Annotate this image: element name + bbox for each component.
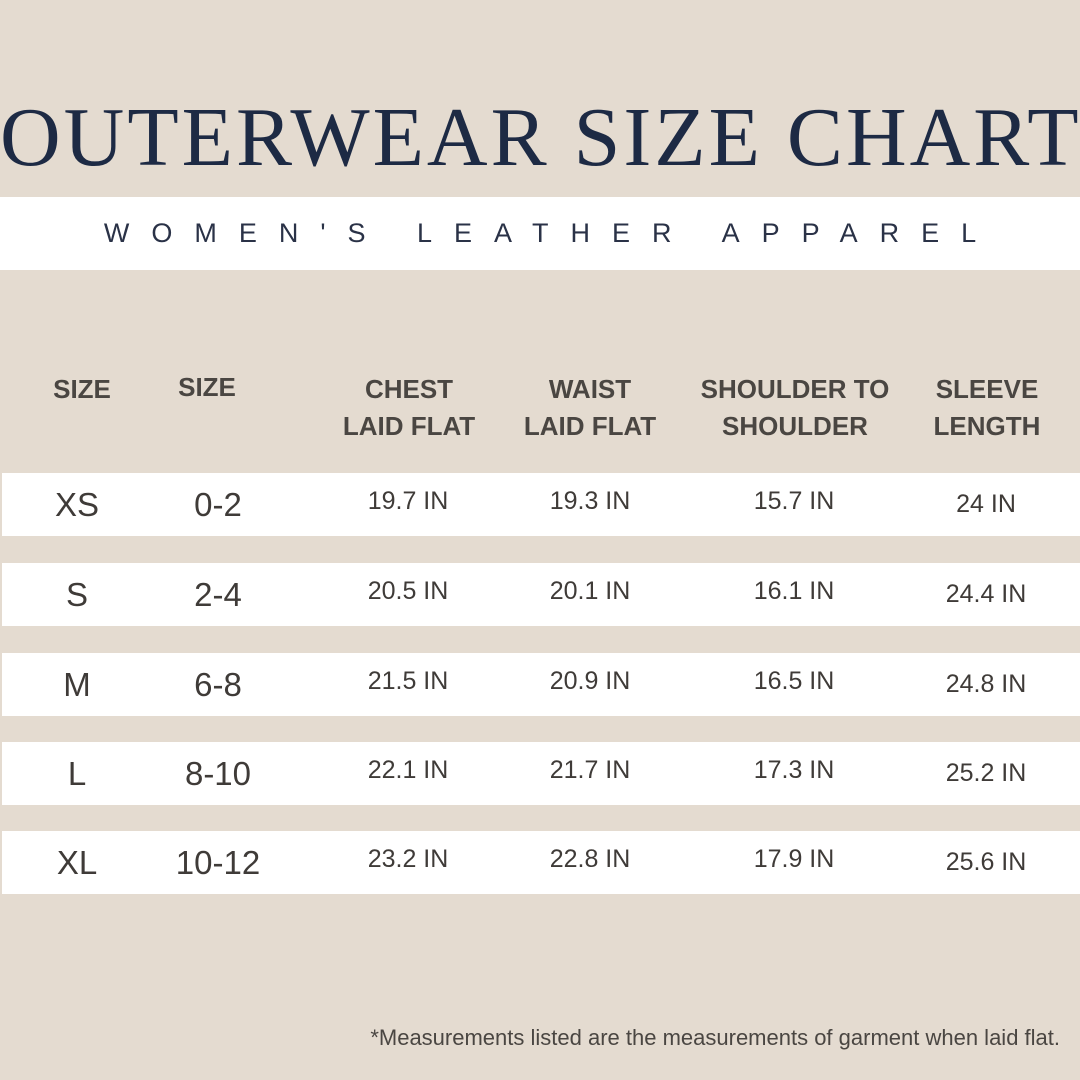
size-number-cell: 10-12 xyxy=(175,844,261,881)
header-line: SLEEVE xyxy=(935,374,1039,404)
size-number-cell: 6-8 xyxy=(194,666,242,703)
header-line: CHEST xyxy=(364,374,454,404)
chest-cell: 20.5 IN xyxy=(367,577,449,605)
waist-cell: 20.1 IN xyxy=(549,577,631,605)
size-letter-cell: XS xyxy=(54,486,100,523)
shoulder-cell: 17.9 IN xyxy=(753,845,835,873)
table-row: XS 0-2 19.7 IN 19.3 IN 15.7 IN 24 IN xyxy=(2,473,1080,536)
size-number-cell: 0-2 xyxy=(194,486,242,523)
chest-cell: 22.1 IN xyxy=(367,756,449,784)
size-letter-cell: S xyxy=(65,576,89,613)
header-shoulder: SHOULDER TO SHOULDER xyxy=(701,371,890,445)
size-letter-cell: L xyxy=(67,755,87,792)
sleeve-cell: 24.4 IN xyxy=(945,580,1027,608)
table-row: L 8-10 22.1 IN 21.7 IN 17.3 IN 25.2 IN xyxy=(2,742,1080,805)
shoulder-cell: 17.3 IN xyxy=(753,756,835,784)
table-row: XL 10-12 23.2 IN 22.8 IN 17.9 IN 25.6 IN xyxy=(2,831,1080,894)
header-line: WAIST xyxy=(548,374,632,404)
size-letter-cell: XL xyxy=(56,844,98,881)
size-number-cell: 8-10 xyxy=(184,755,252,792)
waist-cell: 20.9 IN xyxy=(549,667,631,695)
sleeve-cell: 25.2 IN xyxy=(945,759,1027,787)
header-line: LENGTH xyxy=(933,411,1041,441)
header-waist: WAIST LAID FLAT xyxy=(524,371,656,445)
waist-cell: 22.8 IN xyxy=(549,845,631,873)
shoulder-cell: 15.7 IN xyxy=(753,487,835,515)
shoulder-cell: 16.5 IN xyxy=(753,667,835,695)
sleeve-cell: 25.6 IN xyxy=(945,848,1027,876)
subtitle-band: WOMEN'S LEATHER APPAREL xyxy=(0,197,1080,270)
header-size-letter: SIZE xyxy=(53,371,111,408)
table-row: M 6-8 21.5 IN 20.9 IN 16.5 IN 24.8 IN xyxy=(2,653,1080,716)
table-row: S 2-4 20.5 IN 20.1 IN 16.1 IN 24.4 IN xyxy=(2,563,1080,626)
chest-cell: 21.5 IN xyxy=(367,667,449,695)
chest-cell: 23.2 IN xyxy=(367,845,449,873)
header-line: SIZE xyxy=(178,372,236,402)
sleeve-cell: 24 IN xyxy=(956,490,1016,518)
header-chest: CHEST LAID FLAT xyxy=(343,371,475,445)
waist-cell: 21.7 IN xyxy=(549,756,631,784)
footnote: *Measurements listed are the measurement… xyxy=(370,1025,1060,1050)
header-line: SIZE xyxy=(53,374,111,404)
size-number-cell: 2-4 xyxy=(194,576,242,613)
shoulder-cell: 16.1 IN xyxy=(753,577,835,605)
sleeve-cell: 24.8 IN xyxy=(945,670,1027,698)
header-line: LAID FLAT xyxy=(523,411,657,441)
page-title: OUTERWEAR SIZE CHART xyxy=(0,91,1080,184)
size-letter-cell: M xyxy=(63,666,91,703)
header-line: SHOULDER TO xyxy=(700,374,890,404)
header-line: LAID FLAT xyxy=(342,411,476,441)
header-line: SHOULDER xyxy=(722,411,868,441)
waist-cell: 19.3 IN xyxy=(549,487,631,515)
header-size-number: SIZE xyxy=(178,369,236,406)
chest-cell: 19.7 IN xyxy=(367,487,449,515)
page-subtitle: WOMEN'S LEATHER APPAREL xyxy=(103,218,999,248)
header-sleeve: SLEEVE LENGTH xyxy=(934,371,1041,445)
